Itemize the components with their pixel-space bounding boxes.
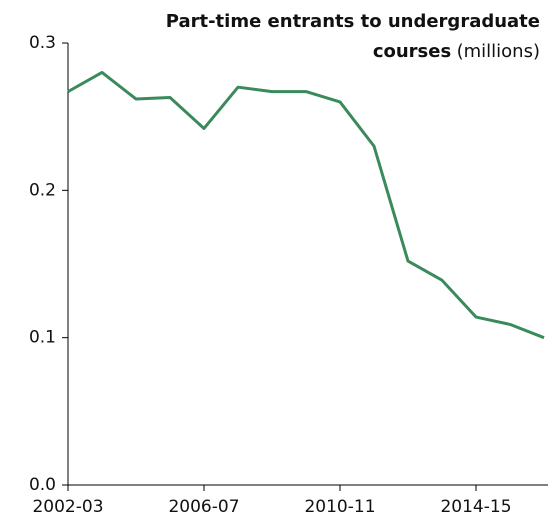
- x-tick-label: 2006-07: [168, 497, 239, 517]
- x-tick-label: 2010-11: [304, 497, 375, 517]
- chart-title-line: courses (millions): [373, 41, 540, 62]
- y-tick-label: 0.3: [29, 33, 56, 53]
- y-tick-label: 0.1: [29, 328, 56, 348]
- x-tick-label: 2014-15: [440, 497, 511, 517]
- unit-label: (millions): [457, 41, 540, 62]
- y-tick-label: 0.2: [29, 180, 56, 200]
- chart-title: Part-time entrants to undergraduate: [166, 11, 540, 32]
- y-tick-label: 0.0: [29, 475, 56, 495]
- data-line: [67, 70, 545, 340]
- chart-title: courses: [373, 41, 451, 62]
- x-tick-label: 2002-03: [32, 497, 103, 517]
